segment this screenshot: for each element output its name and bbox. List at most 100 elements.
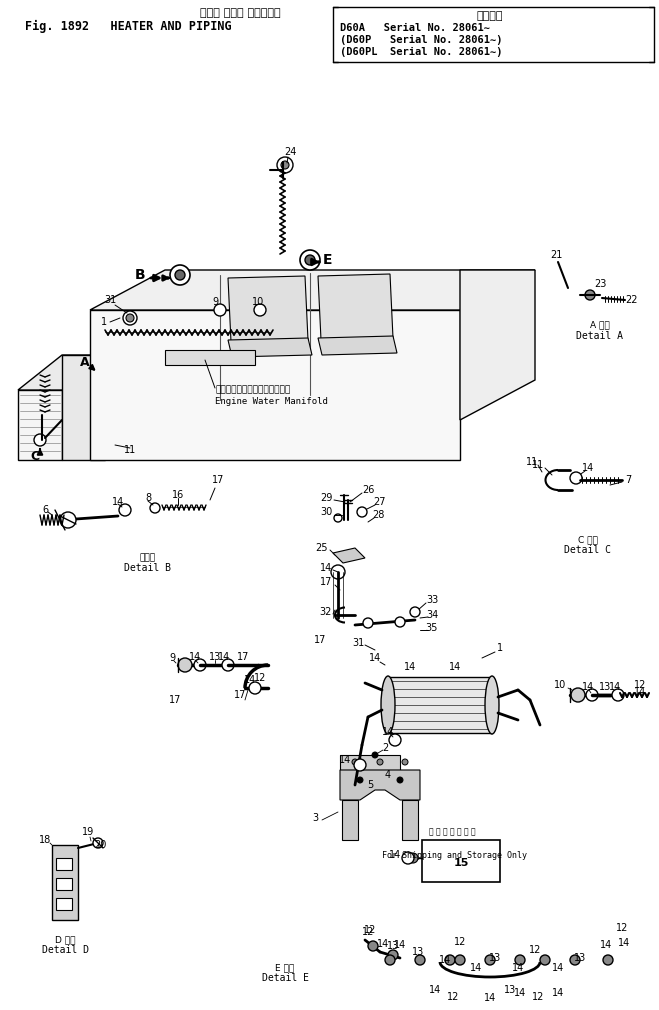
- Circle shape: [571, 688, 585, 702]
- Circle shape: [254, 304, 266, 316]
- Text: 17: 17: [169, 695, 181, 705]
- Circle shape: [222, 659, 234, 671]
- Circle shape: [397, 777, 403, 783]
- Text: 14: 14: [404, 662, 416, 672]
- Polygon shape: [228, 338, 312, 357]
- Text: 10: 10: [554, 680, 566, 690]
- Text: 10: 10: [252, 297, 264, 307]
- Text: 13: 13: [387, 941, 399, 951]
- Circle shape: [540, 955, 550, 965]
- Text: 15: 15: [453, 858, 469, 868]
- Polygon shape: [228, 276, 308, 342]
- Text: 31: 31: [352, 638, 364, 648]
- Polygon shape: [318, 336, 397, 355]
- Text: 29: 29: [320, 493, 332, 503]
- Polygon shape: [460, 270, 535, 420]
- Text: 17: 17: [212, 475, 224, 485]
- Polygon shape: [62, 355, 105, 460]
- Circle shape: [410, 607, 420, 617]
- Text: 14: 14: [634, 687, 646, 697]
- Polygon shape: [342, 800, 358, 840]
- Text: 12: 12: [616, 923, 628, 933]
- Text: 14: 14: [382, 727, 394, 737]
- Text: 33: 33: [426, 595, 438, 605]
- Text: 23: 23: [594, 279, 606, 289]
- Text: 14: 14: [439, 955, 451, 965]
- Text: 14: 14: [618, 938, 630, 948]
- Text: 12: 12: [454, 937, 466, 947]
- Circle shape: [389, 734, 401, 746]
- Text: エンジンウォータマニホールド: エンジンウォータマニホールド: [215, 386, 290, 395]
- Text: 14: 14: [244, 675, 256, 685]
- Text: For Shipping and Storage Only: For Shipping and Storage Only: [382, 850, 527, 860]
- Circle shape: [178, 658, 192, 672]
- Text: 13: 13: [574, 953, 586, 963]
- Polygon shape: [90, 310, 460, 460]
- Text: 6: 6: [42, 505, 48, 515]
- Text: 日詳細: 日詳細: [140, 553, 156, 563]
- Circle shape: [150, 503, 160, 513]
- Polygon shape: [52, 845, 78, 920]
- Circle shape: [570, 472, 582, 484]
- Polygon shape: [318, 274, 393, 340]
- Circle shape: [249, 682, 261, 694]
- Text: 12: 12: [447, 992, 459, 1002]
- Text: 14: 14: [369, 653, 381, 663]
- Text: 1: 1: [101, 317, 107, 327]
- Text: Detail E: Detail E: [262, 973, 308, 983]
- Circle shape: [603, 955, 613, 965]
- Text: 13: 13: [209, 652, 221, 662]
- Bar: [56, 878, 72, 890]
- Polygon shape: [18, 390, 62, 460]
- Text: 20: 20: [94, 840, 106, 850]
- Text: 13: 13: [504, 985, 516, 995]
- Circle shape: [354, 759, 366, 771]
- Circle shape: [455, 955, 465, 965]
- Text: 2: 2: [382, 743, 388, 753]
- Text: 28: 28: [372, 510, 384, 520]
- Text: 14: 14: [582, 463, 594, 473]
- Circle shape: [175, 270, 185, 280]
- Text: 適用号機: 適用号機: [476, 11, 503, 21]
- Text: 13: 13: [489, 953, 501, 963]
- Text: 14: 14: [389, 850, 401, 860]
- Text: ヒータ および パイピング: ヒータ および パイピング: [200, 8, 280, 18]
- Circle shape: [281, 161, 289, 169]
- Text: 14: 14: [449, 662, 461, 672]
- Text: 11: 11: [532, 460, 544, 470]
- Text: 14: 14: [394, 940, 406, 950]
- Text: Detail D: Detail D: [42, 945, 88, 955]
- Circle shape: [34, 434, 46, 446]
- Text: 14: 14: [112, 497, 124, 507]
- Text: 9: 9: [212, 297, 218, 307]
- Text: 22: 22: [626, 295, 639, 305]
- Circle shape: [357, 777, 363, 783]
- Text: 25: 25: [316, 543, 328, 553]
- Circle shape: [377, 759, 383, 765]
- Text: 11: 11: [124, 445, 136, 455]
- Circle shape: [368, 941, 378, 951]
- Text: E: E: [324, 252, 333, 267]
- Text: 14: 14: [339, 755, 351, 765]
- Text: 14: 14: [512, 963, 524, 973]
- Circle shape: [586, 689, 598, 701]
- Text: 19: 19: [82, 827, 94, 837]
- Text: 14: 14: [582, 682, 594, 692]
- Text: 14: 14: [484, 993, 496, 1003]
- Circle shape: [119, 504, 131, 516]
- Text: 24: 24: [284, 147, 296, 157]
- Text: 11: 11: [526, 457, 538, 467]
- Text: 12: 12: [362, 927, 374, 937]
- Polygon shape: [402, 800, 418, 840]
- Polygon shape: [18, 355, 105, 390]
- Polygon shape: [333, 548, 365, 563]
- Text: 17: 17: [314, 635, 326, 645]
- Text: Fig. 1892   HEATER AND PIPING: Fig. 1892 HEATER AND PIPING: [25, 19, 231, 32]
- Text: 13: 13: [412, 947, 424, 957]
- Text: 16: 16: [172, 490, 184, 500]
- Text: 8: 8: [145, 493, 151, 503]
- Text: 18: 18: [39, 835, 51, 845]
- Text: 14: 14: [218, 652, 230, 662]
- Text: 34: 34: [426, 610, 438, 620]
- Polygon shape: [90, 270, 535, 310]
